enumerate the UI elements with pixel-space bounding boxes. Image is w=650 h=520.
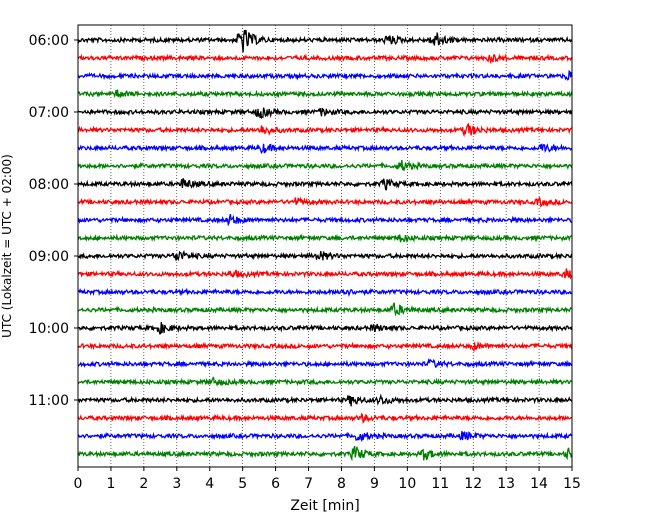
y-tick-label: 10:00: [29, 321, 69, 337]
y-tick-label: 11:00: [29, 393, 69, 409]
seismic-trace: [77, 249, 573, 262]
x-tick-label: 1: [106, 476, 115, 492]
seismic-trace: [77, 340, 573, 353]
x-tick-label: 15: [563, 476, 581, 492]
seismic-trace: [77, 122, 573, 138]
seismic-trace: [77, 412, 573, 424]
seismic-trace: [77, 69, 573, 81]
seismic-trace: [77, 321, 573, 335]
x-tick-label: 13: [497, 476, 515, 492]
seismic-trace: [77, 29, 573, 53]
y-tick-label: 07:00: [29, 105, 69, 121]
x-tick-label: 3: [172, 476, 181, 492]
x-tick-label: 7: [304, 476, 313, 492]
seismic-trace: [77, 268, 573, 280]
seismic-trace: [77, 376, 573, 387]
x-ticks: 0 1 2 3 4 5 6 7 8 9 10 11 12 13 14 15: [74, 467, 581, 492]
seismic-trace: [77, 393, 573, 407]
seismic-trace: [77, 143, 573, 155]
x-tick-label: 11: [431, 476, 449, 492]
seismic-trace: [77, 178, 573, 191]
seismic-trace: [77, 160, 573, 171]
x-tick-label: 10: [398, 476, 416, 492]
seismic-trace: [77, 287, 573, 298]
seismic-trace: [77, 445, 573, 462]
x-tick-label: 0: [74, 476, 83, 492]
y-ticks: 06:00 07:00 08:00 09:00 10:00 11:00: [29, 33, 78, 409]
x-tick-label: 12: [464, 476, 482, 492]
x-tick-label: 5: [238, 476, 247, 492]
x-axis-label: Zeit [min]: [290, 498, 359, 514]
seismic-trace: [77, 233, 573, 243]
y-axis-label: UTC (Lokalzeit = UTC + 02:00): [0, 154, 14, 338]
x-tick-label: 4: [205, 476, 214, 492]
y-tick-label: 08:00: [29, 177, 69, 193]
seismic-trace: [77, 107, 573, 120]
seismic-trace: [77, 302, 573, 317]
y-tick-label: 09:00: [29, 249, 69, 265]
seismic-trace: [77, 357, 572, 369]
y-tick-label: 06:00: [29, 33, 69, 49]
trace-layer: [77, 29, 573, 462]
x-tick-label: 2: [139, 476, 148, 492]
seismic-trace: [77, 431, 573, 443]
x-tick-label: 6: [271, 476, 280, 492]
seismic-trace: [77, 89, 573, 99]
seismic-trace: [77, 53, 573, 65]
seismic-trace: [77, 213, 573, 227]
seismic-trace: [77, 196, 573, 208]
x-tick-label: 9: [370, 476, 379, 492]
x-tick-label: 8: [337, 476, 346, 492]
x-tick-label: 14: [530, 476, 548, 492]
plot-frame: [77, 24, 573, 468]
